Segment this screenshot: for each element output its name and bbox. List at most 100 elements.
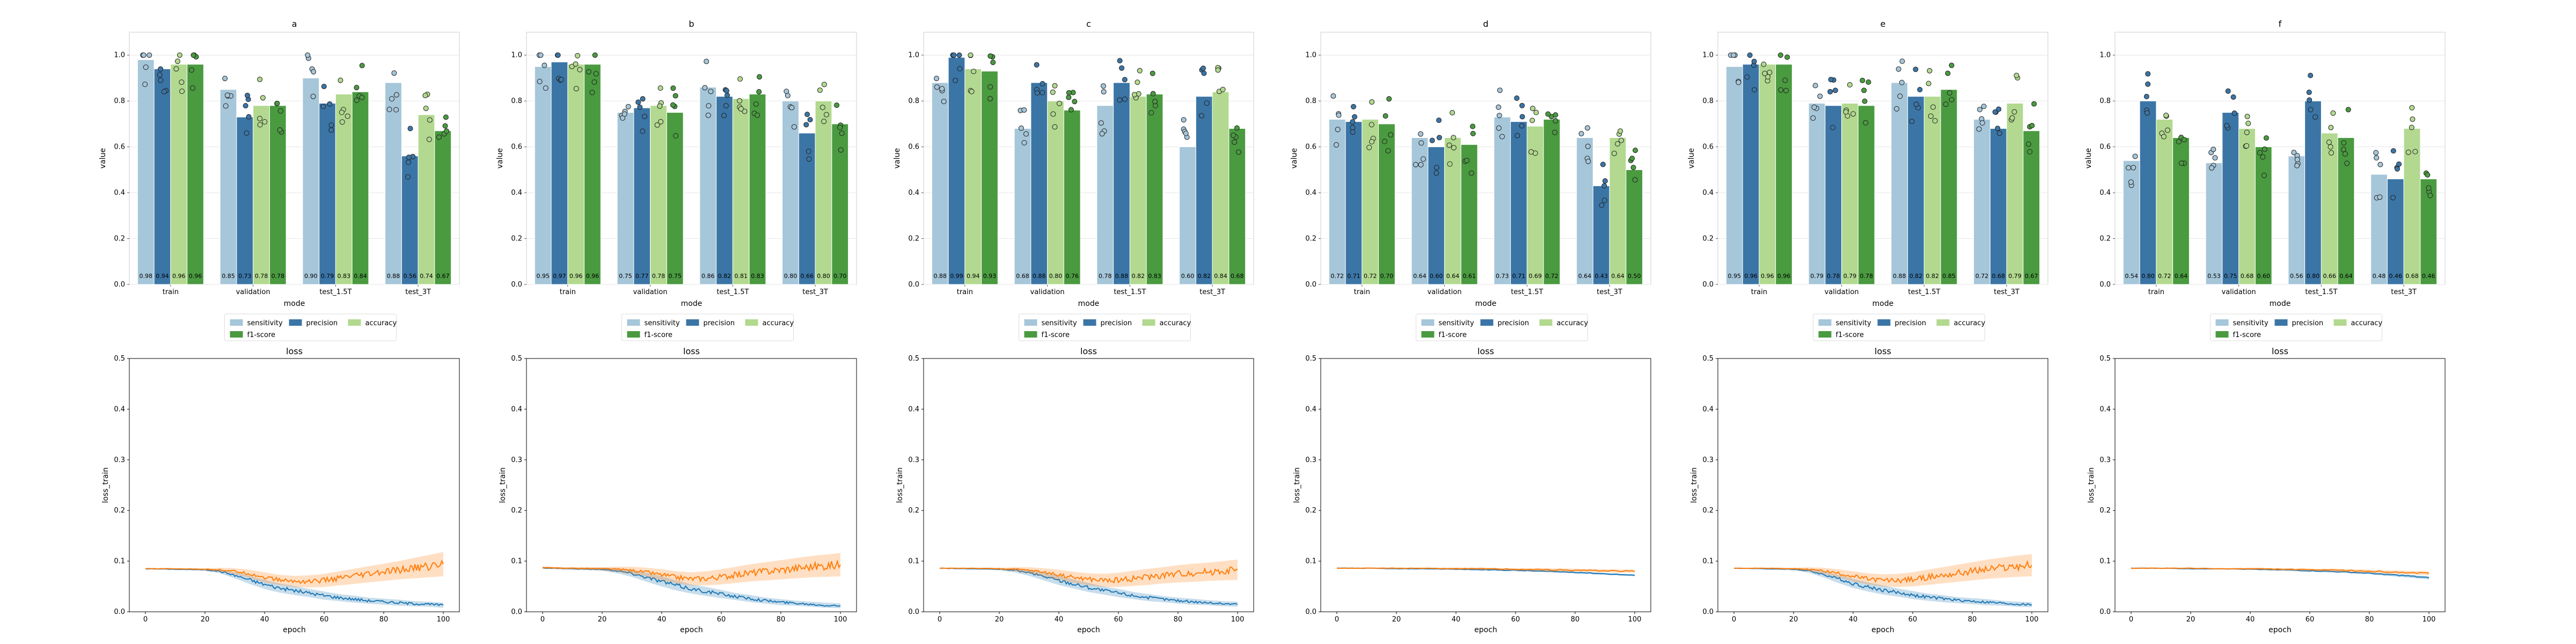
legend-label: f1-score: [1042, 331, 1070, 339]
x-tick-label: 0: [143, 616, 148, 624]
bar-value-label: 0.82: [1909, 273, 1923, 280]
bar: [1460, 144, 1478, 285]
x-tick-label: validation: [633, 288, 668, 296]
data-point: [823, 112, 829, 118]
confidence-band: [145, 568, 443, 608]
data-point: [1040, 80, 1045, 86]
data-point: [2231, 110, 2237, 116]
y-tick-label: 1.0: [2099, 52, 2111, 60]
bar-value-label: 0.82: [718, 273, 731, 280]
bar: [236, 116, 254, 285]
y-tick-label: 1.0: [511, 52, 522, 60]
bar-value-label: 0.97: [553, 273, 566, 280]
data-point: [1611, 150, 1617, 156]
bar-value-label: 0.88: [1033, 273, 1046, 280]
y-tick-label: 0.5: [2099, 355, 2111, 363]
data-point: [821, 119, 827, 125]
data-point: [838, 147, 844, 153]
data-point: [444, 128, 450, 134]
legend-swatch: [1421, 331, 1435, 338]
data-point: [2262, 146, 2267, 152]
bar: [187, 64, 204, 285]
data-point: [672, 93, 678, 99]
bar: [153, 68, 171, 285]
data-point: [1744, 74, 1750, 80]
data-point: [1736, 79, 1741, 85]
data-point: [723, 103, 729, 108]
legend-label: f1-score: [2233, 331, 2261, 339]
data-point: [806, 156, 812, 162]
data-point: [1979, 120, 1985, 126]
bar-value-label: 0.80: [1049, 273, 1063, 280]
data-point: [1201, 65, 1206, 71]
bar: [1212, 91, 1230, 285]
legend-swatch: [1818, 319, 1832, 326]
bar-value-label: 0.84: [354, 273, 367, 280]
data-point: [179, 79, 185, 85]
legend-swatch: [627, 331, 640, 338]
data-point: [407, 126, 413, 131]
y-tick-label: 0.8: [114, 97, 125, 105]
y-axis-label: value: [496, 148, 504, 169]
data-point: [2405, 149, 2411, 155]
data-point: [405, 174, 411, 180]
x-axis-label: mode: [681, 299, 702, 308]
legend-label: precision: [1498, 319, 1529, 327]
data-point: [1418, 131, 1424, 137]
bar-value-label: 0.71: [1512, 273, 1526, 280]
legend-label: f1-score: [1836, 331, 1864, 339]
x-tick-label: test_3T: [1199, 288, 1225, 296]
loss-line: [542, 559, 841, 583]
bar-value-label: 0.68: [1992, 273, 2006, 280]
data-point: [2328, 125, 2334, 130]
data-point: [1150, 91, 1156, 97]
data-point: [1850, 111, 1856, 117]
data-point: [2244, 129, 2250, 135]
bar: [137, 59, 155, 285]
data-point: [1946, 90, 1952, 96]
bar-value-label: 0.79: [321, 273, 334, 280]
data-point: [1949, 62, 1955, 68]
bar-value-label: 0.71: [1347, 273, 1360, 280]
data-point: [2390, 148, 2396, 154]
data-point: [1514, 133, 1520, 138]
y-tick-label: 0.2: [2099, 235, 2111, 243]
bar-value-label: 0.50: [1628, 273, 1641, 280]
data-point: [1131, 92, 1137, 98]
data-point: [1578, 131, 1584, 137]
loss-line: [145, 559, 444, 584]
legend-label: precision: [306, 319, 338, 327]
data-point: [1470, 130, 1476, 136]
data-point: [756, 89, 762, 94]
legend-label: sensitivity: [1836, 319, 1872, 327]
data-point: [2211, 147, 2216, 152]
data-point: [359, 63, 365, 69]
x-tick-label: train: [1354, 288, 1370, 296]
legend-label: precision: [1895, 319, 1927, 327]
y-tick-label: 0.0: [511, 281, 522, 289]
bar-value-label: 0.72: [1331, 273, 1344, 280]
bar-value-label: 0.99: [950, 273, 963, 280]
data-point: [1747, 52, 1753, 58]
data-point: [538, 52, 544, 58]
data-point: [1215, 67, 1221, 73]
bar: [534, 66, 552, 285]
data-point: [2244, 143, 2250, 149]
bar: [1725, 66, 1743, 285]
bar: [1345, 121, 1363, 285]
data-point: [724, 92, 730, 98]
x-tick-label: test_1.5T: [716, 288, 749, 296]
data-point: [2426, 185, 2432, 191]
legend-label: precision: [704, 319, 735, 327]
bar-value-label: 0.77: [635, 273, 649, 280]
legend-label: sensitivity: [247, 319, 283, 327]
loss-line: [1336, 567, 1635, 573]
x-tick-label: test_3T: [1597, 288, 1622, 296]
data-point: [1122, 77, 1128, 83]
data-point: [2230, 94, 2236, 100]
data-point: [670, 102, 676, 108]
x-tick-label: 20: [1392, 616, 1401, 624]
data-point: [1413, 162, 1418, 167]
data-point: [1050, 111, 1056, 117]
